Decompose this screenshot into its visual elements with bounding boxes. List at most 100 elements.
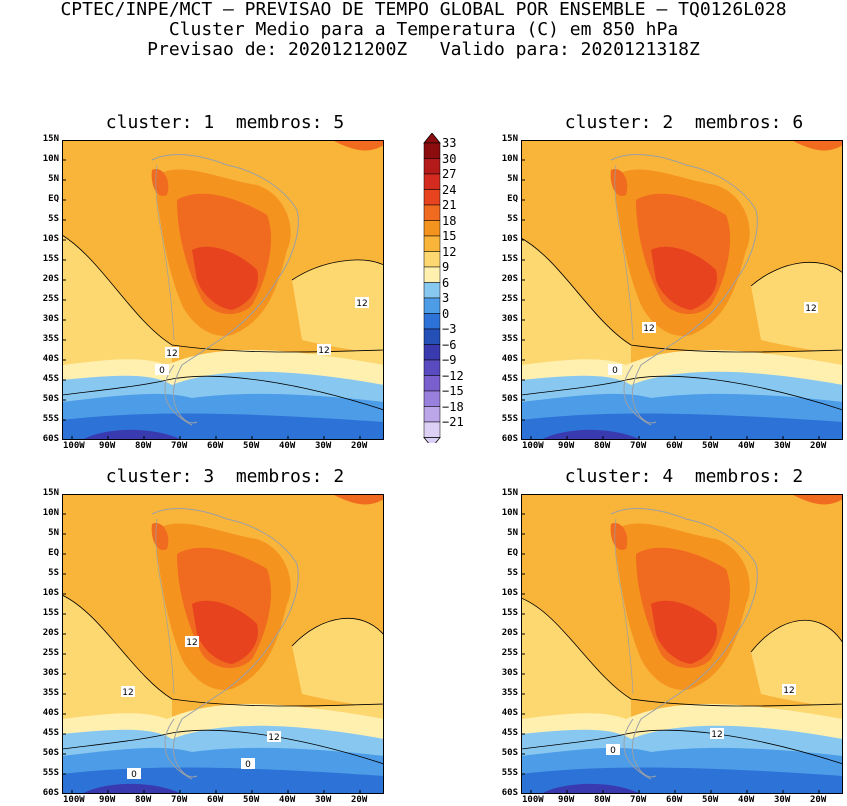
lat-tick-label: 45S	[42, 374, 59, 384]
colorbar-swatch	[423, 158, 441, 175]
lon-tick-label: 50W	[702, 441, 719, 451]
contour-label: 12	[165, 347, 179, 359]
lat-tick-label: 5N	[507, 528, 518, 538]
lat-tick-label: 5N	[507, 174, 518, 184]
colorbar-label: 18	[442, 213, 457, 228]
colorbar-label: −3	[442, 322, 457, 336]
panel-title: cluster: 4 membros: 2	[564, 466, 804, 487]
lon-tick-label: 80W	[135, 441, 152, 451]
colorbar-swatch	[423, 297, 441, 314]
lat-tick-label: 20S	[501, 274, 518, 284]
lon-tick-label: 40W	[738, 441, 755, 451]
header-subtitle: Cluster Medio para a Temperatura (C) em …	[168, 19, 679, 40]
svg-text:0: 0	[131, 770, 137, 780]
contour-label: 12	[317, 344, 331, 356]
lon-tick-label: 100W	[63, 441, 85, 451]
colorbar-swatch	[423, 421, 441, 438]
lat-tick-label: 20S	[501, 628, 518, 638]
map-panel-cluster-1: cluster: 1 membros: 5 12 12 12 0 15N 10N 5N EQ 5…	[0, 112, 384, 452]
lat-tick-label: 35S	[42, 334, 59, 344]
lat-tick-label: 10S	[42, 234, 59, 244]
lat-tick-label: 15N	[501, 134, 518, 144]
svg-text:12: 12	[805, 304, 816, 314]
lat-tick-label: 10S	[42, 588, 59, 598]
contour-label: 0	[241, 758, 255, 770]
lat-tick-label: 30S	[42, 668, 59, 678]
lon-tick-label: 100W	[63, 795, 85, 805]
svg-text:0: 0	[159, 366, 165, 376]
colorbar-swatch	[423, 375, 441, 392]
contour-label: 12	[642, 322, 656, 334]
lat-tick-label: 30S	[42, 314, 59, 324]
contour-label: 12	[782, 684, 796, 696]
lat-tick-label: 10S	[501, 234, 518, 244]
colorbar-label: 21	[442, 198, 457, 212]
lat-tick-label: 35S	[501, 334, 518, 344]
lat-tick-label: 45S	[501, 374, 518, 384]
lon-tick-label: 70W	[630, 795, 647, 805]
colorbar-swatch	[423, 313, 441, 330]
map-panel-cluster-4: cluster: 4 membros: 2 12 12 0 15N 10N 5N EQ 5S 1…	[459, 466, 843, 806]
lat-tick-label: 40S	[42, 354, 59, 364]
figure-header: CPTEC/INPE/MCT – PREVISAO DE TEMPO GLOBA…	[0, 0, 847, 60]
lat-tick-label: 5S	[48, 568, 59, 578]
colorbar-swatch	[423, 220, 441, 237]
lat-tick-label: 5S	[48, 214, 59, 224]
lon-tick-label: 40W	[279, 441, 296, 451]
lon-tick-label: 80W	[594, 795, 611, 805]
svg-text:12: 12	[268, 733, 279, 743]
lon-tick-label: 60W	[207, 795, 224, 805]
colorbar-swatch	[423, 173, 441, 190]
svg-text:12: 12	[186, 638, 197, 648]
lat-tick-label: EQ	[507, 548, 518, 558]
contour-label: 12	[185, 636, 199, 648]
lat-tick-label: 50S	[42, 748, 59, 758]
contour-label: 0	[155, 364, 169, 376]
contour-label: 0	[127, 768, 141, 780]
lon-tick-label: 60W	[666, 795, 683, 805]
lon-tick-label: 20W	[810, 441, 827, 451]
contour-label: 0	[606, 744, 620, 756]
colorbar-label: 30	[442, 151, 457, 166]
lat-tick-label: 25S	[42, 294, 59, 304]
lat-tick-label: 25S	[42, 648, 59, 658]
lat-tick-label: 55S	[42, 768, 59, 778]
lat-tick-label: 10N	[42, 508, 59, 518]
colorbar-label: −15	[442, 384, 464, 398]
lon-tick-label: 60W	[207, 441, 224, 451]
lon-tick-label: 30W	[315, 441, 332, 451]
lon-tick-label: 90W	[558, 795, 575, 805]
colorbar-label: 0	[442, 306, 450, 321]
lon-tick-label: 90W	[99, 441, 116, 451]
header-title: CPTEC/INPE/MCT – PREVISAO DE TEMPO GLOBA…	[60, 0, 787, 20]
lat-tick-label: 45S	[501, 728, 518, 738]
lat-tick-label: 45S	[42, 728, 59, 738]
panel-title: cluster: 2 membros: 6	[564, 112, 804, 133]
temperature-map: 12 12 12 0 0	[62, 494, 384, 794]
lat-tick-label: 15N	[42, 134, 59, 144]
lat-tick-label: 10N	[501, 154, 518, 164]
lat-tick-label: 35S	[42, 688, 59, 698]
lon-tick-label: 100W	[522, 441, 544, 451]
lat-tick-label: 20S	[42, 628, 59, 638]
lat-tick-label: 60S	[42, 434, 59, 444]
colorbar-label: 24	[442, 182, 457, 197]
colorbar-label: 15	[442, 229, 457, 243]
lat-tick-label: 10S	[501, 588, 518, 598]
colorbar-swatches	[423, 133, 441, 443]
svg-text:0: 0	[610, 746, 616, 756]
lon-tick-label: 50W	[243, 441, 260, 451]
lat-tick-label: 60S	[501, 788, 518, 798]
lat-tick-label: 25S	[501, 294, 518, 304]
lat-tick-label: 55S	[42, 414, 59, 424]
lat-tick-label: 15S	[42, 608, 59, 618]
lat-tick-label: 15N	[42, 488, 59, 498]
lon-tick-label: 40W	[279, 795, 296, 805]
lat-tick-label: 15S	[501, 608, 518, 618]
svg-text:12: 12	[783, 686, 794, 696]
lat-tick-label: 35S	[501, 688, 518, 698]
lat-tick-label: 50S	[501, 748, 518, 758]
lon-tick-label: 70W	[171, 441, 188, 451]
lon-tick-label: 50W	[702, 795, 719, 805]
colorbar-label: −12	[442, 368, 464, 383]
